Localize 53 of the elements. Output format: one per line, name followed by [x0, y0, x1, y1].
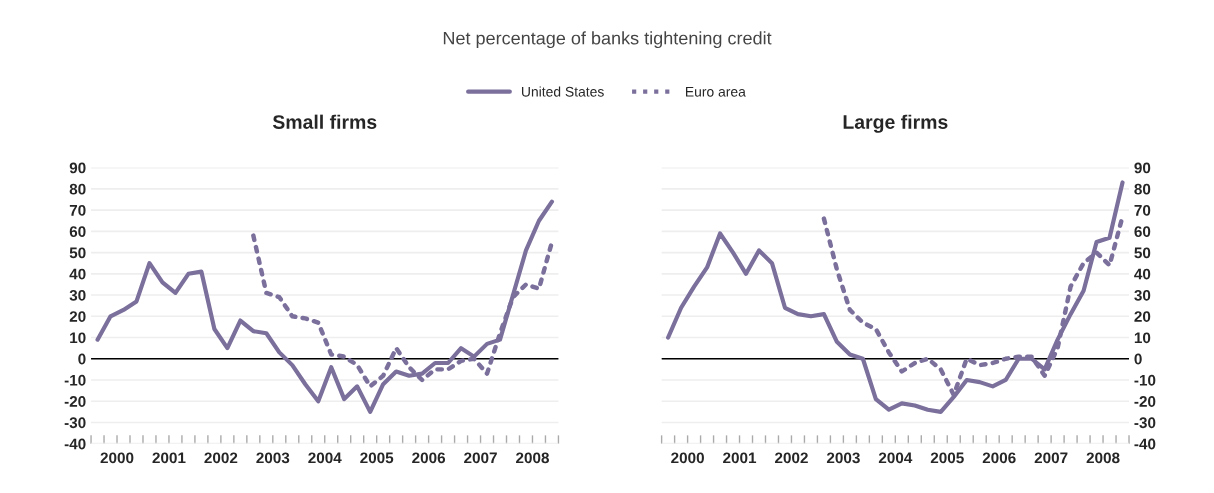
legend-label: Euro area [686, 86, 746, 97]
x-tick-label: 2008 [1086, 452, 1120, 464]
y-tick-label: 70 [1134, 204, 1151, 216]
y-tick-label: 20 [1134, 311, 1151, 322]
y-tick-label: -10 [64, 374, 86, 386]
chart-title: Large firms [843, 114, 948, 133]
y-tick-label: -20 [1134, 396, 1156, 407]
x-tick-label: 2006 [982, 452, 1016, 464]
legend-label: United States [522, 86, 604, 97]
text: Net percentage of banks tightening credit [443, 31, 772, 49]
x-tick-label: 2002 [775, 452, 808, 464]
x-tick-label: 2001 [152, 452, 186, 464]
y-tick-label: 30 [69, 289, 86, 301]
x-tick-label: 2007 [464, 452, 497, 464]
y-tick-label: -20 [64, 396, 86, 407]
y-tick-label: 40 [1134, 268, 1151, 280]
chart-title: Small firms [272, 114, 377, 129]
y-tick-label: 20 [69, 311, 86, 322]
y-tick-label: 70 [69, 204, 86, 216]
x-tick-label: 2005 [930, 452, 964, 464]
y-tick-label: 0 [1134, 353, 1142, 365]
y-tick-label: 90 [1134, 162, 1151, 174]
x-tick-label: 2006 [412, 452, 446, 464]
x-tick-label: 2004 [878, 452, 913, 464]
y-tick-label: 60 [1134, 226, 1151, 238]
y-tick-label: 10 [1134, 332, 1151, 344]
y-tick-label: 80 [1134, 183, 1151, 195]
x-tick-label: 2000 [671, 452, 704, 464]
y-tick-label: 40 [69, 268, 86, 280]
line-series [666, 180, 1125, 414]
y-tick-label: 60 [69, 226, 86, 238]
y-tick-label: 30 [1134, 289, 1151, 301]
x-tick-label: 2000 [100, 452, 134, 464]
y-tick-label: 0 [78, 353, 86, 365]
x-tick-label: 2008 [516, 452, 549, 464]
y-tick-label: -30 [64, 417, 86, 429]
y-tick-label: -10 [1134, 374, 1156, 386]
x-tick-label: 2002 [204, 452, 238, 464]
x-tick-label: 2005 [360, 452, 394, 464]
x-tick-label: 2001 [723, 452, 757, 464]
y-tick-label: 90 [69, 162, 86, 174]
y-tick-label: -40 [1134, 438, 1156, 450]
x-tick-label: 2003 [256, 452, 290, 464]
x-tick-label: 2004 [308, 452, 342, 464]
y-tick-label: 10 [70, 332, 86, 344]
line-series [95, 199, 555, 414]
y-tick-label: -40 [64, 438, 86, 450]
x-tick-label: 2007 [1034, 452, 1068, 464]
y-tick-label: 80 [69, 183, 86, 195]
y-tick-label: 50 [1134, 247, 1151, 259]
y-tick-label: 50 [69, 247, 86, 259]
x-tick-label: 2003 [826, 452, 860, 464]
y-tick-label: -30 [1134, 417, 1156, 429]
